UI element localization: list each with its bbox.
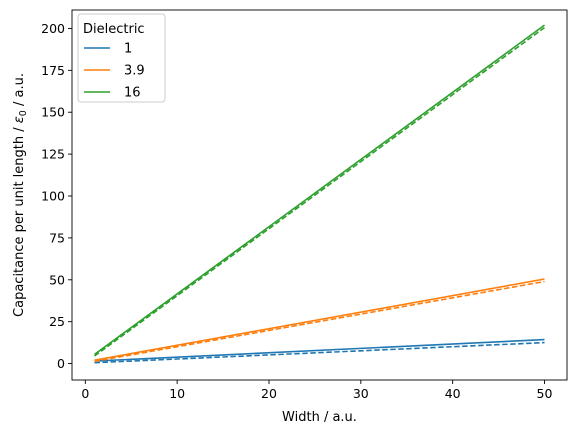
legend-box	[77, 13, 166, 103]
axes-frame	[71, 9, 568, 381]
y-tick-label: 150	[41, 105, 65, 120]
legend: Dielectric 1 3.9 16	[77, 13, 166, 103]
y-axis-label-prefix: Capacitance per unit length /	[12, 123, 27, 317]
y-axis-label: Capacitance per unit length / ε0 / a.u.	[12, 73, 29, 317]
series-line-16-dashed	[94, 26, 545, 357]
legend-label-1: 1	[124, 42, 132, 57]
y-tick-label: 125	[41, 147, 65, 162]
series-line-16-solid	[94, 24, 545, 356]
y-tick-label: 100	[41, 189, 65, 204]
x-tick-label: 50	[537, 386, 553, 401]
x-axis-label: Width / a.u.	[282, 410, 357, 425]
y-tick-label: 175	[41, 63, 65, 78]
legend-label-16: 16	[124, 86, 141, 101]
x-tick-label: 30	[353, 386, 369, 401]
series-layer	[94, 24, 545, 364]
series-line-1-dashed	[94, 341, 545, 364]
y-tick-label: 75	[49, 230, 65, 245]
y-axis-label-symbol: ε	[12, 116, 27, 123]
ticks-layer: 0 10 20 30 40 50 0 25 50 75 100 125 150 175 200	[41, 21, 552, 401]
series-line-3.9-solid	[94, 278, 545, 361]
axes-layer	[71, 9, 568, 381]
x-tick-label: 40	[445, 386, 461, 401]
y-tick-label: 25	[49, 314, 65, 329]
y-axis-label-subscript: 0	[18, 110, 29, 116]
series-line-1-solid	[94, 338, 545, 362]
x-tick-label: 20	[261, 386, 277, 401]
y-tick-label: 0	[57, 356, 65, 371]
legend-title: Dielectric	[83, 22, 145, 37]
x-tick-label: 10	[169, 386, 185, 401]
legend-label-3.9: 3.9	[124, 64, 145, 79]
y-tick-label: 50	[49, 272, 65, 287]
legend-entries: 1 3.9 16	[84, 42, 145, 101]
y-axis-label-suffix: / a.u.	[12, 73, 27, 110]
series-line-3.9-dashed	[94, 280, 545, 363]
y-tick-label: 200	[41, 21, 65, 36]
x-tick-label: 0	[81, 386, 89, 401]
